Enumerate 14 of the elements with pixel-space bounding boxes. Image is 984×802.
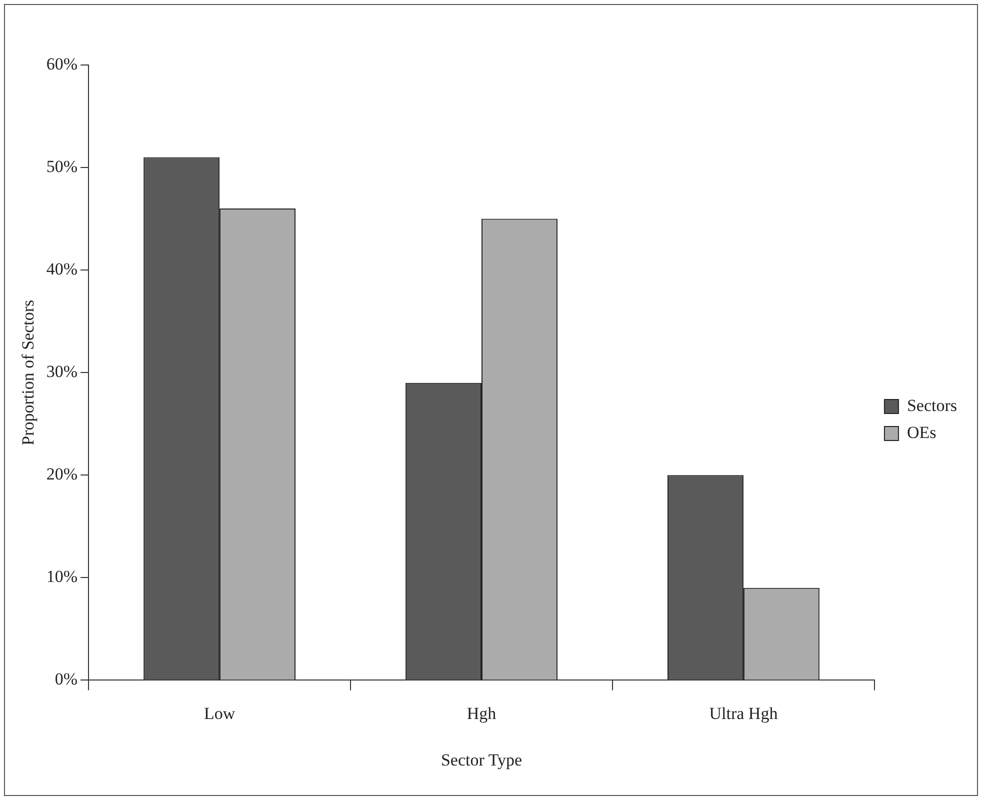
x-tick-label: Low	[204, 704, 236, 723]
y-axis-title: Proportion of Sectors	[18, 300, 38, 446]
y-tick-label: 0%	[54, 670, 78, 689]
y-tick-label: 30%	[46, 362, 78, 382]
x-tick-label: Hgh	[466, 704, 497, 723]
y-tick-label: 20%	[46, 464, 78, 484]
legend-label: OEs	[906, 422, 936, 442]
y-tick-label: 10%	[46, 567, 78, 586]
y-tick-label: 50%	[46, 157, 78, 176]
legend-label: Sectors	[906, 396, 957, 415]
x-tick-label: Ultra Hgh	[709, 704, 778, 723]
y-tick-label: 40%	[46, 260, 78, 279]
y-tick-label: 60%	[46, 54, 78, 74]
x-axis-title: Sector Type	[440, 750, 522, 770]
